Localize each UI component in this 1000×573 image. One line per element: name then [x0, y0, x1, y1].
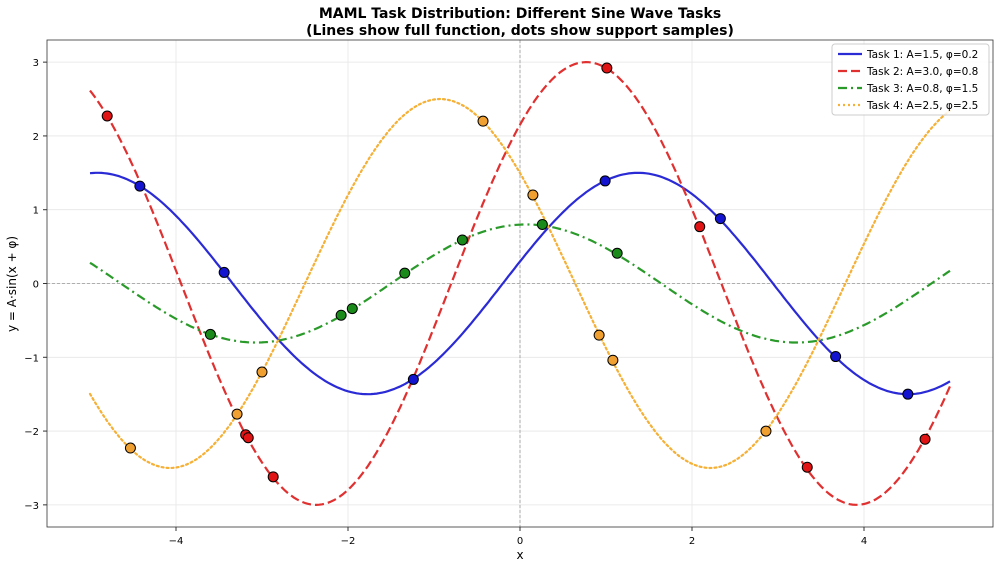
legend-box [831, 43, 990, 116]
legend-label-task-1: Task 1: A=1.5, φ=0.2 [866, 49, 978, 61]
sample-dot-task-3 [611, 247, 623, 259]
sample-dot-task-3 [346, 303, 358, 315]
y-tick-label: 3 [33, 58, 39, 69]
x-tick-label: 4 [861, 536, 867, 547]
sample-dot-task-2 [801, 461, 813, 473]
y-tick-label: −2 [24, 427, 39, 438]
y-axis-label: y = A·sin(x + φ) [5, 236, 19, 332]
sample-dot-task-3 [335, 309, 347, 321]
legend: Task 1: A=1.5, φ=0.2 Task 2: A=3.0, φ=0.8… [831, 43, 990, 116]
sample-dot-task-4 [477, 115, 489, 127]
sample-dot-task-3 [399, 267, 411, 279]
sample-dot-task-2 [919, 433, 931, 445]
sample-dot-task-4 [124, 442, 136, 454]
sample-dot-task-1 [407, 373, 419, 385]
sample-dot-task-2 [601, 62, 613, 74]
y-tick-label: −1 [24, 353, 39, 364]
y-tick-label: 2 [33, 132, 39, 143]
curve-task-4 [88, 97, 952, 470]
sample-dot-task-1 [830, 351, 842, 363]
legend-label-task-4: Task 4: A=2.5, φ=2.5 [866, 100, 978, 112]
sample-dot-task-1 [218, 266, 230, 278]
y-tick-label: 0 [33, 280, 39, 291]
x-tick-label: 2 [689, 536, 695, 547]
sample-dot-task-3 [456, 234, 468, 246]
sample-dot-task-1 [134, 180, 146, 192]
sample-dot-task-1 [714, 213, 726, 225]
sample-dot-task-2 [267, 471, 279, 483]
x-tick-label: −4 [169, 536, 184, 547]
sample-dot-task-4 [256, 366, 268, 378]
y-tick-label: −3 [24, 501, 39, 512]
sample-dots [101, 62, 931, 483]
sample-dot-task-3 [204, 328, 216, 340]
x-axis-label: x [516, 548, 523, 562]
x-tick-label: 0 [517, 536, 523, 547]
sample-dot-task-2 [242, 432, 254, 444]
sample-dot-task-4 [527, 189, 539, 201]
x-tick-label: −2 [341, 536, 356, 547]
curve-task-1 [89, 171, 951, 396]
sample-dot-task-2 [694, 221, 706, 233]
sample-dot-task-4 [231, 408, 243, 420]
sample-dot-task-1 [902, 388, 914, 400]
y-tick-label: 1 [33, 206, 39, 217]
chart-subtitle: (Lines show full function, dots show sup… [306, 23, 734, 39]
legend-label-task-3: Task 3: A=0.8, φ=1.5 [866, 83, 978, 95]
chart-title: MAML Task Distribution: Different Sine W… [319, 6, 721, 22]
sample-dot-task-4 [607, 354, 619, 366]
sample-dot-task-3 [536, 218, 548, 230]
zero-reference-lines [47, 40, 993, 527]
legend-label-task-2: Task 2: A=3.0, φ=0.8 [866, 66, 978, 78]
curve-task-3 [89, 223, 951, 344]
sample-dot-task-2 [101, 110, 113, 122]
axis-ticks: −4 −2 0 2 4 −3 −2 −1 0 1 2 3 [24, 58, 867, 547]
sample-dot-task-1 [599, 175, 611, 187]
sample-dot-task-4 [760, 425, 772, 437]
curves [88, 60, 952, 507]
sample-dot-task-4 [593, 329, 605, 341]
curve-task-2 [89, 60, 952, 507]
